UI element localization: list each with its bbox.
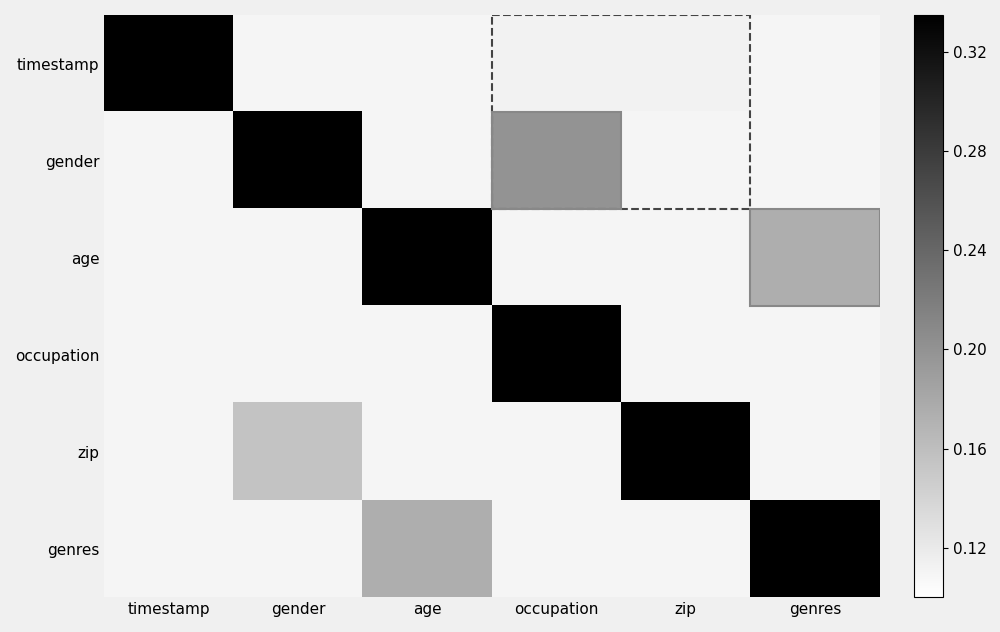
Bar	[492, 112, 621, 209]
Bar	[492, 15, 750, 209]
Bar	[750, 209, 880, 306]
